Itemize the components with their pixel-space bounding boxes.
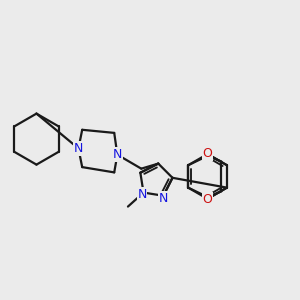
Text: O: O bbox=[202, 147, 212, 160]
Text: N: N bbox=[137, 188, 147, 201]
Text: O: O bbox=[202, 193, 212, 206]
Text: N: N bbox=[113, 148, 122, 161]
Text: N: N bbox=[159, 192, 168, 205]
Text: N: N bbox=[74, 142, 83, 155]
